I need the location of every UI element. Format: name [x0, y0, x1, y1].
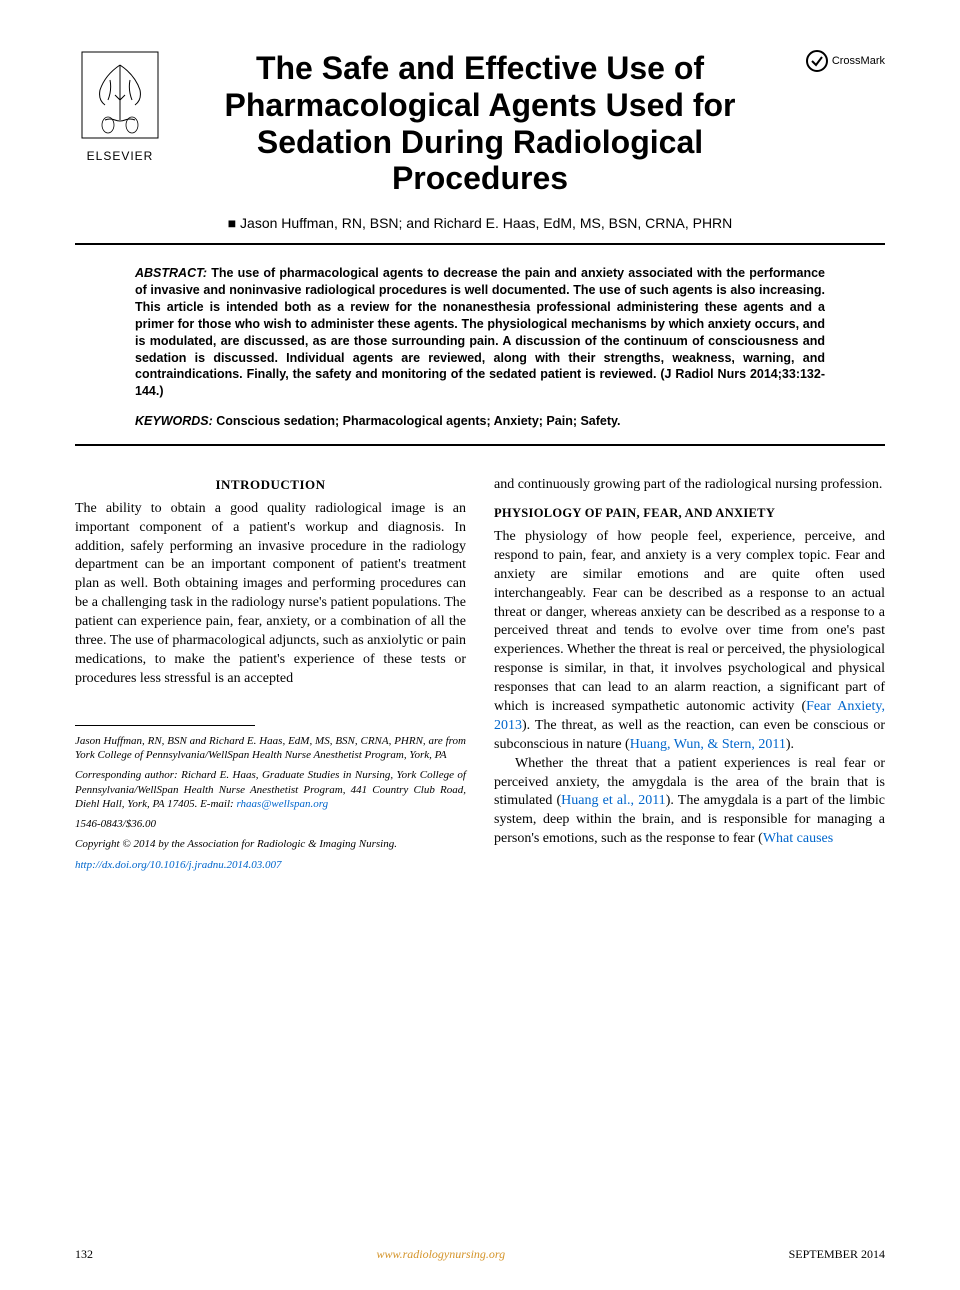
physiology-p2: Whether the threat that a patient experi… [494, 755, 885, 849]
footnote-affiliation: Jason Huffman, RN, BSN and Richard E. Ha… [75, 734, 466, 763]
keywords-block: KEYWORDS: Conscious sedation; Pharmacolo… [75, 414, 885, 444]
physiology-heading: PHYSIOLOGY OF PAIN, FEAR, AND ANXIETY [494, 505, 885, 522]
intro-paragraph: The ability to obtain a good quality rad… [75, 500, 466, 689]
authors-line: Jason Huffman, RN, BSN; and Richard E. H… [75, 215, 885, 231]
rule-bottom [75, 444, 885, 446]
intro-continuation: and continuously growing part of the rad… [494, 476, 885, 495]
footnote-copyright: Copyright © 2014 by the Association for … [75, 837, 466, 851]
abstract-label: ABSTRACT: [135, 266, 207, 280]
phys-p1-a: The physiology of how people feel, exper… [494, 529, 885, 714]
page-footer: 132 www.radiologynursing.org SEPTEMBER 2… [75, 1247, 885, 1262]
citation-what-causes[interactable]: What causes [763, 831, 833, 846]
column-left: INTRODUCTION The ability to obtain a goo… [75, 476, 466, 878]
elsevier-tree-icon [80, 50, 160, 140]
publisher-logo: ELSEVIER [75, 50, 165, 163]
physiology-p1: The physiology of how people feel, exper… [494, 528, 885, 755]
abstract-text: The use of pharmacological agents to dec… [135, 266, 825, 398]
article-title: The Safe and Effective Use of Pharmacolo… [180, 50, 780, 197]
citation-huang-etal[interactable]: Huang et al., 2011 [561, 793, 666, 808]
page-number: 132 [75, 1247, 93, 1262]
crossmark-label: CrossMark [832, 55, 885, 67]
column-right: and continuously growing part of the rad… [494, 476, 885, 878]
publisher-name: ELSEVIER [75, 149, 165, 163]
footnote-separator [75, 725, 255, 726]
crossmark-icon [806, 50, 828, 72]
abstract-block: ABSTRACT: The use of pharmacological age… [75, 245, 885, 414]
intro-heading: INTRODUCTION [75, 476, 466, 494]
title-block: The Safe and Effective Use of Pharmacolo… [165, 50, 795, 197]
doi-link[interactable]: http://dx.doi.org/10.1016/j.jradnu.2014.… [75, 859, 281, 871]
footnote-doi: http://dx.doi.org/10.1016/j.jradnu.2014.… [75, 858, 466, 872]
body-columns: INTRODUCTION The ability to obtain a goo… [75, 476, 885, 878]
footnote-corresponding: Corresponding author: Richard E. Haas, G… [75, 768, 466, 811]
crossmark-block[interactable]: CrossMark [795, 50, 885, 73]
article-header: ELSEVIER The Safe and Effective Use of P… [75, 50, 885, 197]
corresponding-email[interactable]: rhaas@wellspan.org [236, 798, 328, 810]
keywords-text: Conscious sedation; Pharmacological agen… [216, 414, 620, 428]
citation-huang-2011[interactable]: Huang, Wun, & Stern, 2011 [630, 737, 786, 752]
journal-url[interactable]: www.radiologynursing.org [376, 1247, 505, 1262]
issue-date: SEPTEMBER 2014 [789, 1247, 885, 1262]
keywords-label: KEYWORDS: [135, 414, 213, 428]
phys-p1-c: ). [786, 737, 794, 752]
footnote-issn: 1546-0843/$36.00 [75, 817, 466, 831]
